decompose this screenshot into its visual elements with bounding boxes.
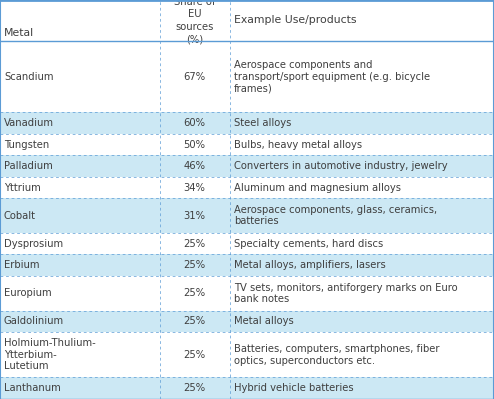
Text: 31%: 31%	[184, 211, 206, 221]
Bar	[0, 198, 494, 233]
Bar	[0, 233, 494, 255]
Text: Lanthanum: Lanthanum	[4, 383, 61, 393]
Text: 25%: 25%	[184, 350, 206, 360]
Bar	[0, 155, 494, 177]
Text: Aerospace components, glass, ceramics,
batteries: Aerospace components, glass, ceramics, b…	[234, 205, 437, 227]
Bar	[0, 255, 494, 276]
Text: Tungsten: Tungsten	[4, 140, 49, 150]
Bar	[0, 276, 494, 310]
Text: Hybrid vehicle batteries: Hybrid vehicle batteries	[234, 383, 353, 393]
Text: 25%: 25%	[184, 288, 206, 298]
Text: Dysprosium: Dysprosium	[4, 239, 63, 249]
Bar	[0, 112, 494, 134]
Text: Cobalt: Cobalt	[4, 211, 36, 221]
Text: Specialty cements, hard discs: Specialty cements, hard discs	[234, 239, 383, 249]
Text: Metal alloys, amplifiers, lasers: Metal alloys, amplifiers, lasers	[234, 260, 385, 270]
Bar	[0, 332, 494, 377]
Bar	[0, 310, 494, 332]
Text: Share of
EU
sources
(%): Share of EU sources (%)	[174, 0, 215, 44]
Text: Palladium: Palladium	[4, 161, 53, 171]
Text: 25%: 25%	[184, 239, 206, 249]
Text: Metal alloys: Metal alloys	[234, 316, 293, 326]
Text: Converters in automotive industry, jewelry: Converters in automotive industry, jewel…	[234, 161, 447, 171]
Text: Aerospace components and
transport/sport equipment (e.g. bicycle
frames): Aerospace components and transport/sport…	[234, 60, 430, 93]
Text: Metal: Metal	[4, 28, 34, 38]
Bar	[0, 0, 494, 41]
Text: Bulbs, heavy metal alloys: Bulbs, heavy metal alloys	[234, 140, 362, 150]
Text: 25%: 25%	[184, 316, 206, 326]
Text: 67%: 67%	[184, 71, 206, 81]
Text: 60%: 60%	[184, 118, 206, 128]
Text: Vanadium: Vanadium	[4, 118, 54, 128]
Text: 34%: 34%	[184, 183, 206, 193]
Text: 25%: 25%	[184, 260, 206, 270]
Bar	[0, 41, 494, 112]
Text: 50%: 50%	[184, 140, 206, 150]
Text: Holmium-Thulium-
Ytterbium-
Lutetium: Holmium-Thulium- Ytterbium- Lutetium	[4, 338, 96, 371]
Text: Example Use/products: Example Use/products	[234, 16, 356, 26]
Bar	[0, 377, 494, 399]
Bar	[0, 177, 494, 198]
Text: Yttrium: Yttrium	[4, 183, 41, 193]
Text: Europium: Europium	[4, 288, 51, 298]
Text: Batteries, computers, smartphones, fiber
optics, superconductors etc.: Batteries, computers, smartphones, fiber…	[234, 344, 439, 365]
Text: Scandium: Scandium	[4, 71, 53, 81]
Text: TV sets, monitors, antiforgery marks on Euro
bank notes: TV sets, monitors, antiforgery marks on …	[234, 282, 457, 304]
Text: Erbium: Erbium	[4, 260, 40, 270]
Text: 46%: 46%	[184, 161, 206, 171]
Text: Galdolinium: Galdolinium	[4, 316, 64, 326]
Bar	[0, 134, 494, 155]
Text: Steel alloys: Steel alloys	[234, 118, 291, 128]
Text: 25%: 25%	[184, 383, 206, 393]
Text: Aluminum and magnesium alloys: Aluminum and magnesium alloys	[234, 183, 401, 193]
